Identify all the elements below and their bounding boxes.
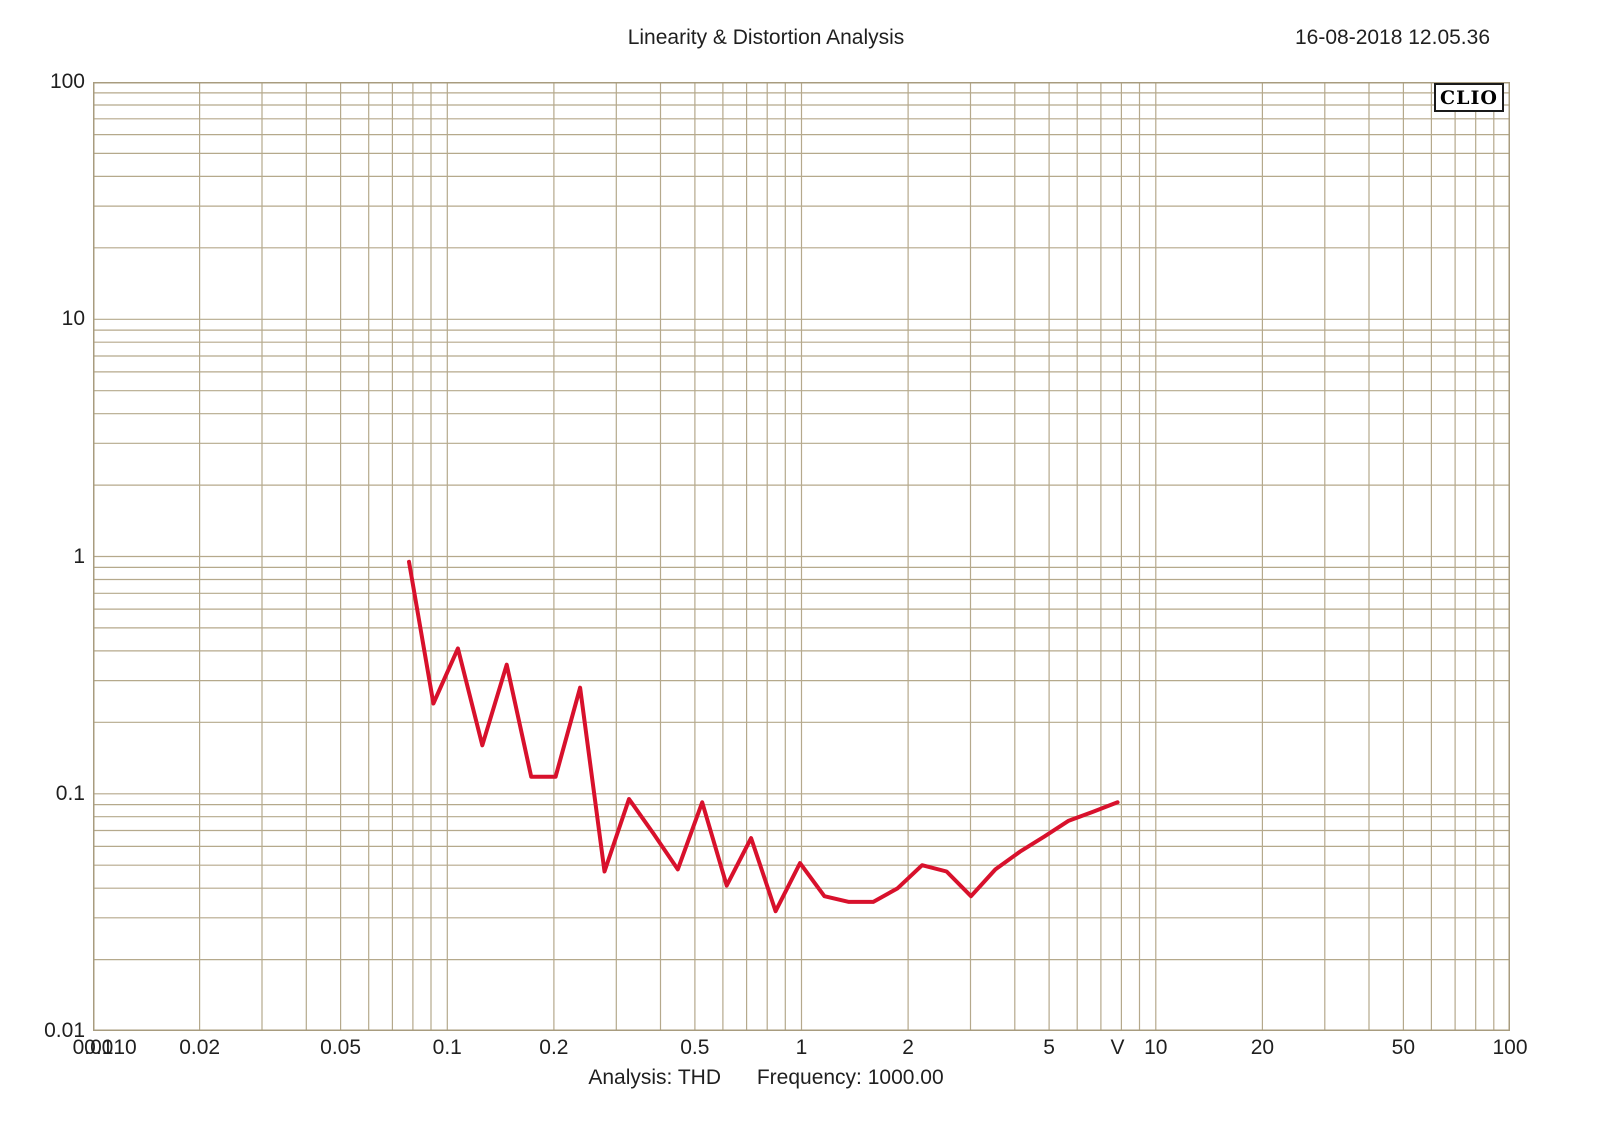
y-tick-label: 0.1 — [55, 781, 85, 805]
x-tick-label: 100 — [1492, 1036, 1528, 1059]
x-axis-unit-label: V — [1110, 1036, 1125, 1059]
x-tick-label: 0.010 — [84, 1036, 137, 1059]
x-tick-label: 0.2 — [539, 1036, 569, 1059]
x-tick-label: 0.5 — [680, 1036, 710, 1059]
chart-canvas — [93, 82, 1510, 1031]
plot-border — [93, 82, 1510, 1031]
x-tick-label: 1 — [795, 1036, 808, 1059]
plot-area: CLIO — [93, 82, 1510, 1031]
timestamp: 16-08-2018 12.05.36 — [1295, 26, 1490, 49]
analysis-caption: Analysis: THD Frequency: 1000.00 — [0, 1066, 1532, 1090]
x-tick-label: 0.1 — [432, 1036, 462, 1059]
x-tick-label: 10 — [1144, 1036, 1168, 1059]
x-tick-label: 50 — [1391, 1036, 1416, 1059]
x-tick-label: 5 — [1043, 1036, 1055, 1059]
x-tick-label: 0.02 — [179, 1036, 221, 1059]
frequency-label: Frequency: 1000.00 — [756, 1066, 944, 1089]
chart-title: Linearity & Distortion Analysis — [627, 26, 905, 49]
x-tick-label: 0.05 — [320, 1036, 362, 1059]
x-tick-label: 20 — [1250, 1036, 1275, 1059]
analysis-label: Analysis: THD — [588, 1066, 721, 1089]
y-tick-label: 0.01 — [44, 1019, 85, 1042]
x-tick-label: 2 — [902, 1036, 914, 1059]
thd-curve — [407, 559, 1120, 914]
grid-lines — [93, 82, 1510, 1031]
x-tick-label: 0.01 — [72, 1036, 114, 1059]
y-tick-label: 100 — [49, 70, 85, 93]
clio-logo: CLIO — [1434, 83, 1504, 112]
y-tick-label: 1 — [73, 544, 85, 568]
y-tick-label: 10 — [61, 307, 85, 331]
